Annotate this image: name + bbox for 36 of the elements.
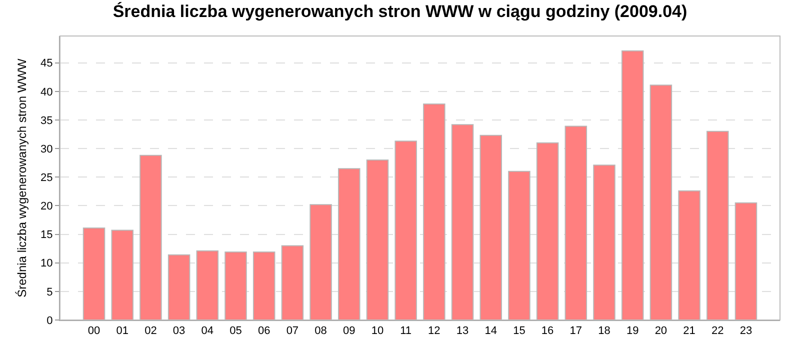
- y-tick-label: 5: [46, 286, 53, 298]
- x-tick-label: 04: [201, 325, 214, 338]
- x-tick-label: 10: [371, 325, 384, 338]
- y-tick-label: 25: [40, 172, 53, 184]
- y-tick-label: 0: [46, 314, 53, 327]
- x-tick-label: 22: [712, 325, 724, 338]
- x-tick-label: 08: [314, 325, 327, 338]
- x-tick-label: 02: [144, 325, 157, 338]
- x-tick-label: 12: [428, 325, 440, 338]
- y-tick-label: 45: [40, 58, 53, 70]
- y-tick-label: 35: [40, 114, 53, 127]
- x-tick-label: 09: [343, 325, 356, 338]
- x-tick-label: 13: [456, 325, 469, 338]
- x-tick-label: 03: [172, 325, 186, 338]
- x-tick-label: 05: [230, 325, 242, 338]
- chart-title: Średnia liczba wygenerowanych stron WWW w ciągu godziny (2009.04): [112, 1, 688, 22]
- x-tick-label: 20: [654, 325, 668, 338]
- y-tick-label: 15: [40, 229, 53, 242]
- x-tick-label: 19: [626, 325, 639, 338]
- x-tick-label: 16: [541, 325, 554, 338]
- y-axis-title: Średnia liczba wygenerowanych stron WWW: [15, 58, 29, 298]
- x-tick-label: 15: [513, 325, 526, 338]
- x-tick-label: 21: [683, 325, 696, 338]
- x-tick-label: 18: [598, 325, 610, 338]
- x-tick-label: 23: [740, 325, 752, 338]
- y-tick-label: 30: [40, 143, 53, 156]
- x-tick-label: 14: [484, 325, 497, 338]
- x-tick-label: 11: [400, 325, 412, 338]
- x-tick-label: 07: [286, 325, 299, 338]
- y-tick-label: 10: [40, 258, 53, 270]
- x-tick-label: 17: [570, 325, 582, 338]
- y-tick-label: 20: [40, 200, 53, 213]
- x-tick-label: 00: [88, 325, 100, 338]
- x-tick-label: 06: [258, 325, 270, 338]
- y-tick-label: 40: [40, 86, 53, 98]
- x-tick-label: 01: [116, 325, 128, 338]
